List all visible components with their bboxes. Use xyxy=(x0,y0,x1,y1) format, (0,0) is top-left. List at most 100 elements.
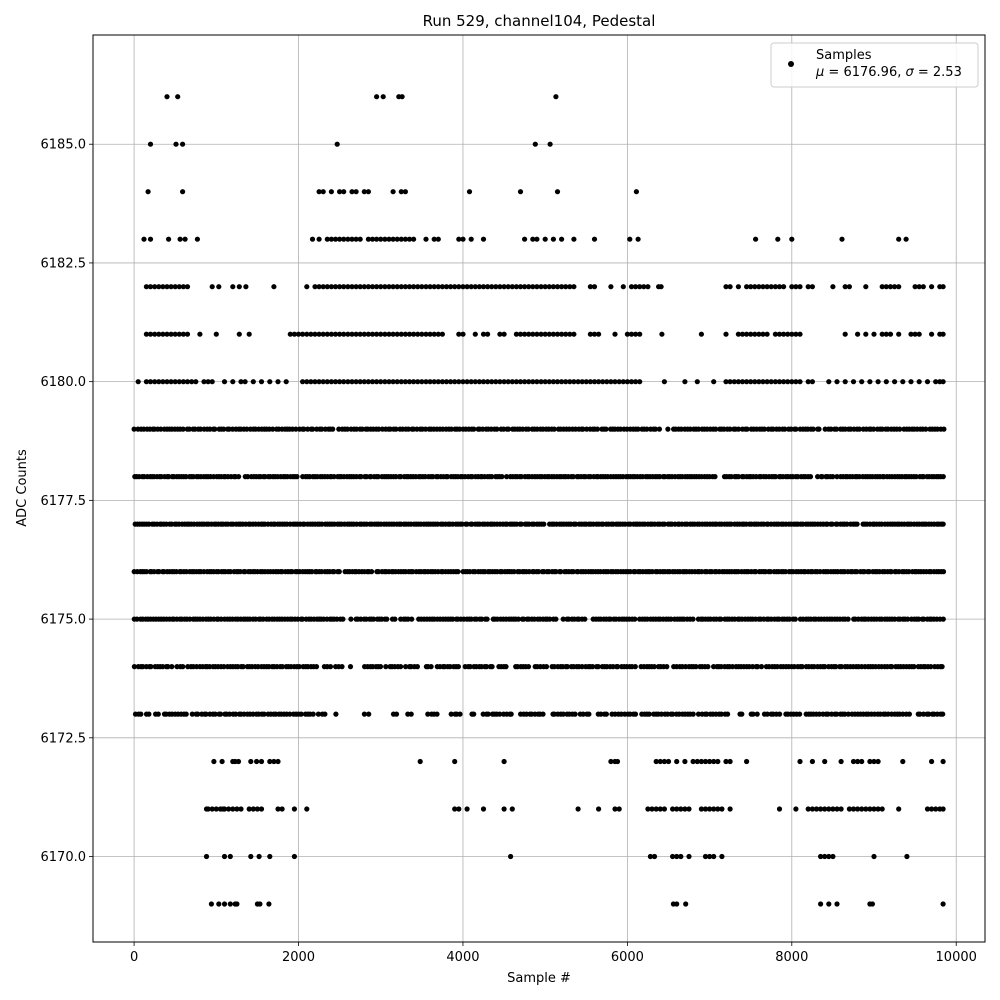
data-point xyxy=(776,806,783,812)
data-point xyxy=(735,474,742,480)
data-point xyxy=(394,379,400,385)
data-point xyxy=(903,236,909,242)
data-point xyxy=(304,331,310,337)
data-point xyxy=(940,711,946,717)
data-point xyxy=(550,331,557,337)
data-point xyxy=(871,331,877,337)
data-point xyxy=(698,758,705,765)
y-tick-label: 6180.0 xyxy=(41,375,87,390)
data-point xyxy=(875,806,881,812)
data-point xyxy=(543,664,550,670)
data-point xyxy=(242,379,248,385)
data-point xyxy=(859,379,865,385)
data-point xyxy=(670,806,676,812)
y-tick-label: 6182.5 xyxy=(41,256,87,271)
x-tick-label: 4000 xyxy=(446,950,479,965)
data-point xyxy=(176,284,182,290)
data-point xyxy=(257,901,263,907)
data-point xyxy=(164,331,170,337)
data-point xyxy=(616,379,622,385)
data-point xyxy=(579,664,585,670)
data-point xyxy=(339,664,345,670)
data-point xyxy=(538,331,544,337)
data-point xyxy=(378,284,384,290)
data-point xyxy=(365,379,371,385)
data-point xyxy=(324,379,330,385)
data-point xyxy=(324,236,330,242)
data-point xyxy=(760,284,766,290)
data-point xyxy=(411,284,417,290)
data-point xyxy=(571,331,577,337)
data-point xyxy=(221,853,228,860)
data-point xyxy=(756,331,762,337)
data-point xyxy=(889,664,895,670)
data-point xyxy=(189,379,195,385)
data-point xyxy=(431,379,437,385)
data-point xyxy=(767,569,774,575)
data-point xyxy=(658,284,664,290)
data-point xyxy=(427,284,433,290)
data-point xyxy=(547,616,553,622)
data-point xyxy=(580,426,586,432)
data-point xyxy=(378,379,384,385)
data-point xyxy=(383,664,389,670)
data-point xyxy=(604,379,610,385)
data-point xyxy=(940,569,947,575)
data-point xyxy=(657,806,663,812)
data-point xyxy=(628,331,635,337)
data-point xyxy=(748,379,754,385)
data-point xyxy=(398,474,404,480)
data-point xyxy=(227,901,233,907)
data-point xyxy=(358,474,364,480)
data-point xyxy=(664,664,670,670)
data-point xyxy=(567,331,573,337)
data-point xyxy=(785,379,791,385)
data-point xyxy=(850,806,857,812)
data-point xyxy=(283,379,289,385)
data-point xyxy=(246,806,252,812)
data-point xyxy=(735,284,742,290)
data-point xyxy=(772,331,779,337)
data-point xyxy=(869,901,876,907)
data-point xyxy=(444,474,451,480)
data-point xyxy=(398,379,404,385)
data-point xyxy=(764,379,770,385)
data-point xyxy=(168,379,174,385)
data-point xyxy=(844,521,850,527)
data-point xyxy=(702,806,709,812)
data-point xyxy=(347,664,354,670)
data-point xyxy=(775,236,781,242)
data-point xyxy=(156,379,162,385)
data-point xyxy=(665,758,672,765)
data-point xyxy=(331,569,337,575)
data-point xyxy=(230,379,236,385)
data-point xyxy=(571,284,577,290)
data-point xyxy=(489,474,495,480)
data-point xyxy=(657,758,663,765)
data-point xyxy=(456,236,462,242)
data-point xyxy=(212,426,218,432)
data-point xyxy=(596,379,602,385)
data-point xyxy=(480,379,487,385)
data-point xyxy=(168,331,174,337)
data-point xyxy=(156,331,162,337)
data-point xyxy=(235,758,242,765)
data-point xyxy=(792,616,798,622)
data-point xyxy=(645,806,651,812)
data-point xyxy=(887,331,894,337)
data-point xyxy=(456,284,462,290)
data-point xyxy=(822,758,828,765)
data-point xyxy=(427,379,433,385)
data-point xyxy=(345,284,351,290)
y-tick-label: 6172.5 xyxy=(41,731,87,746)
data-point xyxy=(390,331,396,337)
data-point xyxy=(534,236,540,242)
data-point xyxy=(349,331,355,337)
data-point xyxy=(615,664,621,670)
data-point xyxy=(156,569,162,575)
data-point xyxy=(328,379,334,385)
data-point xyxy=(522,284,528,290)
data-point xyxy=(575,806,581,812)
data-point xyxy=(431,331,437,337)
data-point xyxy=(456,331,462,337)
